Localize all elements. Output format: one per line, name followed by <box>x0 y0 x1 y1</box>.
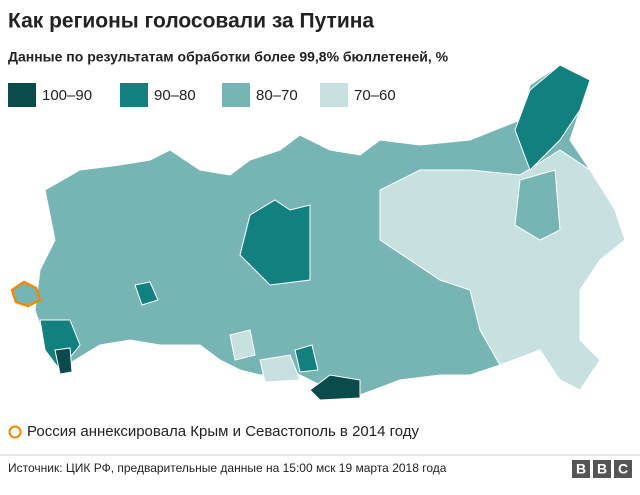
logo-letter: B <box>597 461 607 477</box>
legend-swatch <box>222 83 250 107</box>
region-kemerovo <box>294 344 319 373</box>
region-east <box>379 149 626 391</box>
note: Россия аннексировала Крым и Севастополь … <box>27 423 420 440</box>
region-chechnya <box>54 347 73 375</box>
legend-swatch <box>320 83 348 107</box>
region-kazakh-border <box>259 354 301 383</box>
subtitle: Данные по результатам обработки более 99… <box>8 49 449 65</box>
source: Источник: ЦИК РФ, предварительные данные… <box>8 461 447 475</box>
logo-box <box>614 460 632 478</box>
legend-label: 90–80 <box>154 87 196 104</box>
legend-label: 70–60 <box>354 87 396 104</box>
region-chukotka <box>514 64 591 171</box>
region-yakutia-part <box>514 169 561 241</box>
region-yamal <box>239 199 311 286</box>
region-south-light <box>229 329 256 361</box>
legend-swatch <box>120 83 148 107</box>
crimea <box>10 280 42 308</box>
legend-swatch <box>8 83 36 107</box>
legend-label: 80–70 <box>256 87 298 104</box>
logo-box <box>593 460 611 478</box>
logo-letter: B <box>576 461 586 477</box>
note-marker <box>8 425 22 439</box>
title: Как регионы голосовали за Путина <box>8 10 374 33</box>
legend: 100–90 90–80 80–70 70–60 <box>8 83 396 107</box>
region-center <box>134 281 159 306</box>
logo-letter: C <box>618 461 628 477</box>
logo-box <box>572 460 590 478</box>
map <box>10 64 626 401</box>
region-tuva <box>309 374 361 401</box>
legend-label: 100–90 <box>42 87 92 104</box>
